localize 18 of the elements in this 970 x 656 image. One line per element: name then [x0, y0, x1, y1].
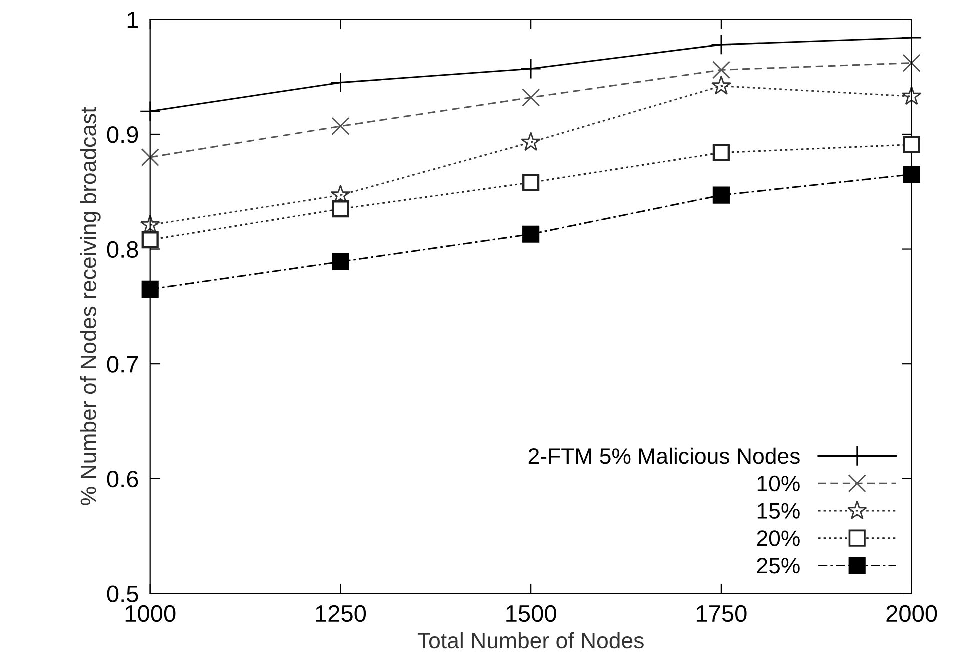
- y-tick-label: 1: [128, 12, 138, 28]
- x-tick-label: 1250: [316, 605, 366, 622]
- y-tick-label: 0.5: [107, 586, 138, 602]
- x-tick-label: 1750: [696, 605, 747, 622]
- legend-label: 10%: [758, 476, 800, 492]
- x-tick-label: 1000: [126, 605, 176, 622]
- legend-label: 2-FTM 5% Malicious Nodes: [528, 448, 800, 464]
- x-tick-label: 1500: [506, 605, 556, 622]
- x-tick-label: 2000: [886, 605, 938, 622]
- y-tick-label: 0.6: [107, 470, 138, 488]
- legend-label: 15%: [758, 503, 800, 519]
- legend-label: 20%: [757, 530, 800, 546]
- y-axis-title: % Number of Nodes receiving broadcast: [80, 107, 101, 506]
- x-axis-title: Total Number of Nodes: [418, 632, 644, 649]
- y-tick-label: 0.8: [107, 241, 138, 258]
- y-tick-label: 0.7: [107, 356, 138, 373]
- y-tick-label: 0.9: [107, 126, 138, 144]
- legend-label: 25%: [757, 558, 800, 574]
